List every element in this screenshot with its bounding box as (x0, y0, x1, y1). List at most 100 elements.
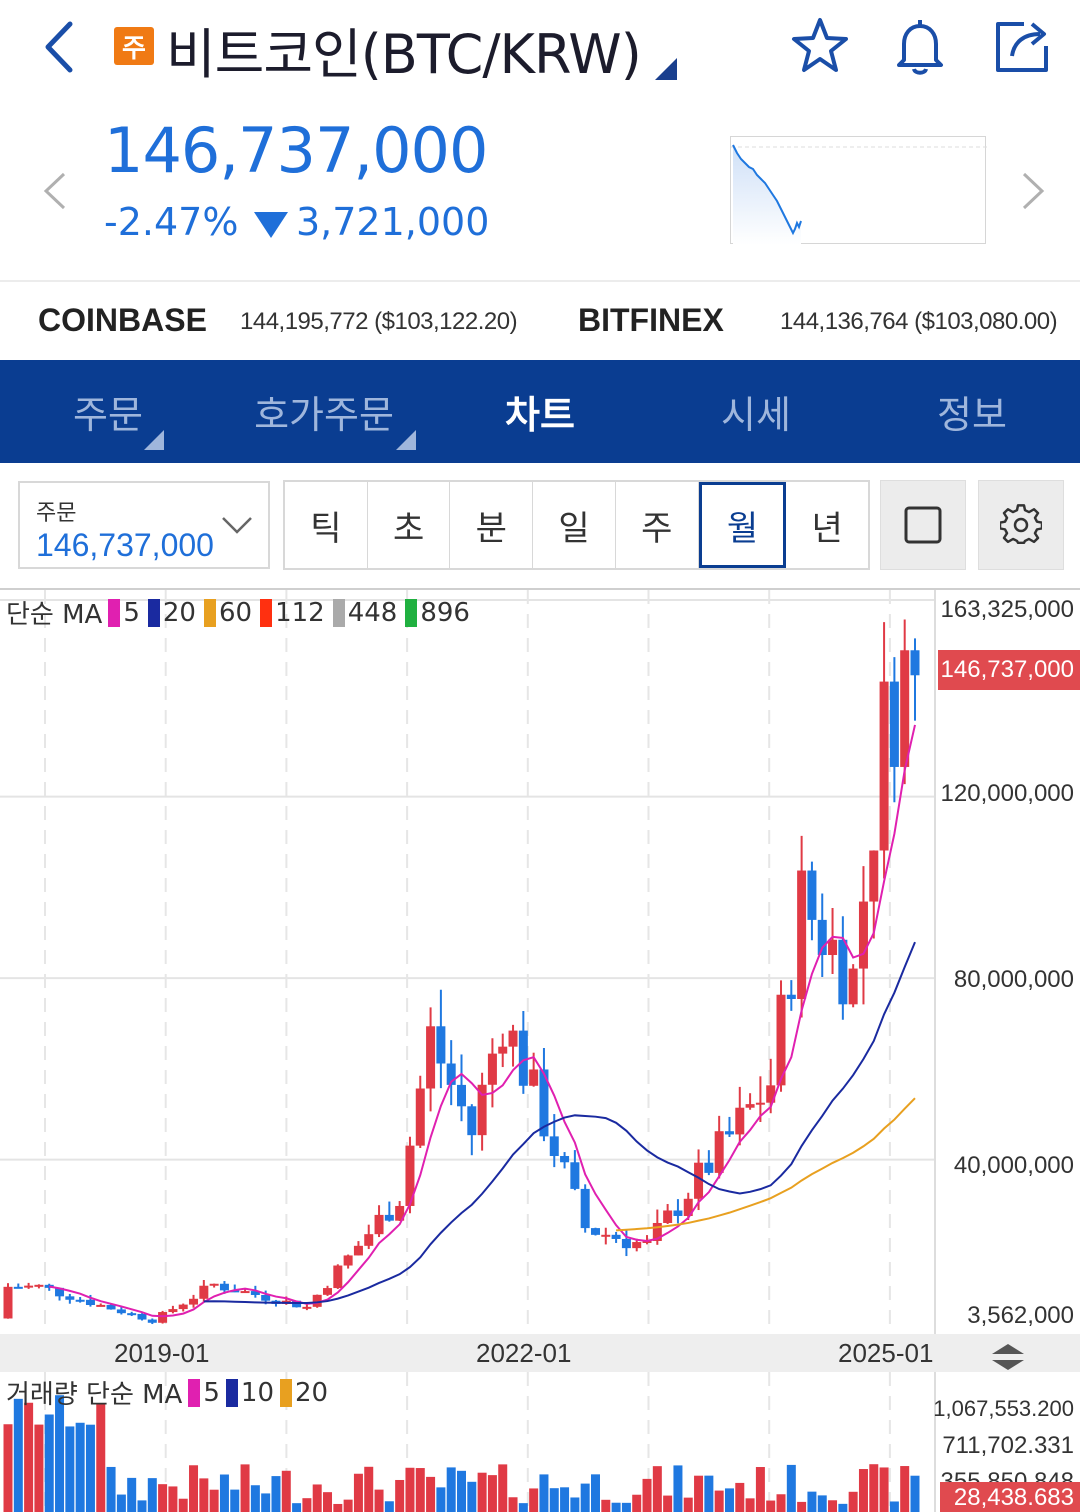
ma-swatch (108, 598, 121, 627)
period-month[interactable]: 월 (698, 482, 787, 568)
candle-body (405, 1145, 415, 1206)
volume-bar (735, 1482, 745, 1512)
candle-body (776, 994, 786, 1086)
candle-body (446, 1063, 456, 1085)
candle-body (178, 1304, 188, 1310)
bell-icon[interactable] (888, 14, 952, 78)
candle-body (611, 1234, 621, 1239)
volume-bar (621, 1502, 631, 1512)
period-day[interactable]: 일 (533, 482, 616, 568)
ma-swatch (280, 1378, 292, 1407)
share-icon[interactable] (990, 14, 1054, 78)
period-tick[interactable]: 틱 (285, 482, 368, 568)
candle-body (158, 1312, 168, 1323)
candle-body (302, 1306, 312, 1309)
candle-body (219, 1283, 229, 1291)
resize-handle-icon[interactable] (990, 1342, 1026, 1372)
candle-body (436, 1026, 446, 1064)
ma-label: 896 (420, 597, 470, 628)
volume-bar (312, 1484, 322, 1512)
volume-bar (786, 1464, 796, 1512)
candle-body (65, 1296, 75, 1300)
volume-bar (374, 1489, 384, 1512)
volume-bar (302, 1498, 312, 1512)
quote-summary: 146,737,000 -2.47% 3,721,000 (0, 100, 1080, 280)
price-chart-area[interactable]: 단순 MA 5 20 60 112 448 896 163,325,000 14… (0, 588, 1080, 1512)
volume-bar (498, 1464, 508, 1512)
candle-body (910, 650, 920, 676)
candle-body (384, 1214, 394, 1221)
settings-button[interactable] (978, 480, 1064, 570)
down-triangle-icon (254, 212, 288, 238)
tab-order[interactable]: 주문 (0, 360, 216, 463)
volume-bar (714, 1490, 724, 1512)
candle-body (230, 1290, 240, 1293)
volume-bar (745, 1498, 755, 1512)
volume-bar (590, 1474, 600, 1512)
period-minute[interactable]: 분 (450, 482, 534, 568)
volume-bar (426, 1476, 436, 1512)
period-selector: 틱 초 분 일 주 월 년 (283, 480, 870, 570)
period-second[interactable]: 초 (368, 482, 451, 568)
candle-body (75, 1299, 85, 1302)
page-title[interactable]: 비트코인(BTC/KRW) (166, 23, 642, 86)
volume-bar (673, 1465, 683, 1512)
volume-bar (137, 1500, 147, 1512)
volume-bar (508, 1497, 518, 1512)
volume-bar (127, 1477, 137, 1512)
main-tabs: 주문 호가주문 차트 시세 정보 (0, 360, 1080, 463)
candle-body (395, 1205, 405, 1221)
volume-bar (189, 1465, 199, 1512)
title-dropdown-icon[interactable] (655, 58, 677, 80)
volume-bar (219, 1474, 229, 1512)
candle-body (704, 1162, 714, 1173)
back-arrow-icon[interactable] (30, 12, 90, 82)
tab-chart[interactable]: 차트 (432, 360, 648, 463)
x-axis-label: 2019-01 (114, 1338, 210, 1368)
candle-body (539, 1069, 549, 1137)
star-icon[interactable] (788, 14, 852, 78)
volume-bar (467, 1481, 477, 1512)
ma-label: 5 (123, 597, 140, 628)
candle-body (673, 1210, 683, 1216)
candle-body (353, 1245, 363, 1256)
volume-bar (44, 1414, 54, 1512)
mini-price-chart[interactable] (730, 136, 987, 245)
candle-body (590, 1228, 600, 1235)
volume-bar (292, 1503, 302, 1512)
candle-body (168, 1309, 178, 1313)
fullscreen-button[interactable] (880, 480, 966, 570)
period-year[interactable]: 년 (811, 508, 843, 549)
volume-bar (343, 1499, 353, 1512)
candle-body (900, 650, 910, 767)
next-arrow-icon[interactable] (1012, 168, 1052, 214)
change-percent: -2.47% (104, 200, 239, 244)
tab-hoga-order[interactable]: 호가주문 (216, 360, 432, 463)
candle-body (549, 1136, 559, 1157)
candle-body (786, 994, 796, 999)
x-axis-label: 2025-01 (838, 1338, 934, 1368)
period-week[interactable]: 주 (616, 482, 699, 568)
candle-body (55, 1287, 65, 1297)
tab-quotes[interactable]: 시세 (648, 360, 864, 463)
order-price-select[interactable]: 주문 146,737,000 (18, 481, 270, 569)
square-icon (904, 506, 942, 544)
volume-bar (879, 1467, 889, 1512)
candle-body (240, 1291, 250, 1294)
candle-body (137, 1313, 147, 1320)
candle-body (34, 1284, 44, 1287)
ma-swatch (188, 1378, 201, 1407)
chevron-down-icon (222, 517, 252, 534)
candle-body (838, 939, 848, 1005)
tab-label: 호가주문 (254, 393, 394, 437)
order-box-label: 주문 (36, 501, 77, 526)
ma-label: 20 (162, 597, 196, 628)
prev-arrow-icon[interactable] (36, 168, 76, 214)
y-axis-label: 3,562,000 (967, 1302, 1074, 1329)
volume-bar (75, 1422, 85, 1512)
stock-badge: 주 (114, 27, 154, 65)
candle-body (570, 1162, 580, 1189)
tab-info[interactable]: 정보 (864, 360, 1080, 463)
volume-bar (694, 1475, 704, 1512)
candle-body (457, 1084, 466, 1107)
